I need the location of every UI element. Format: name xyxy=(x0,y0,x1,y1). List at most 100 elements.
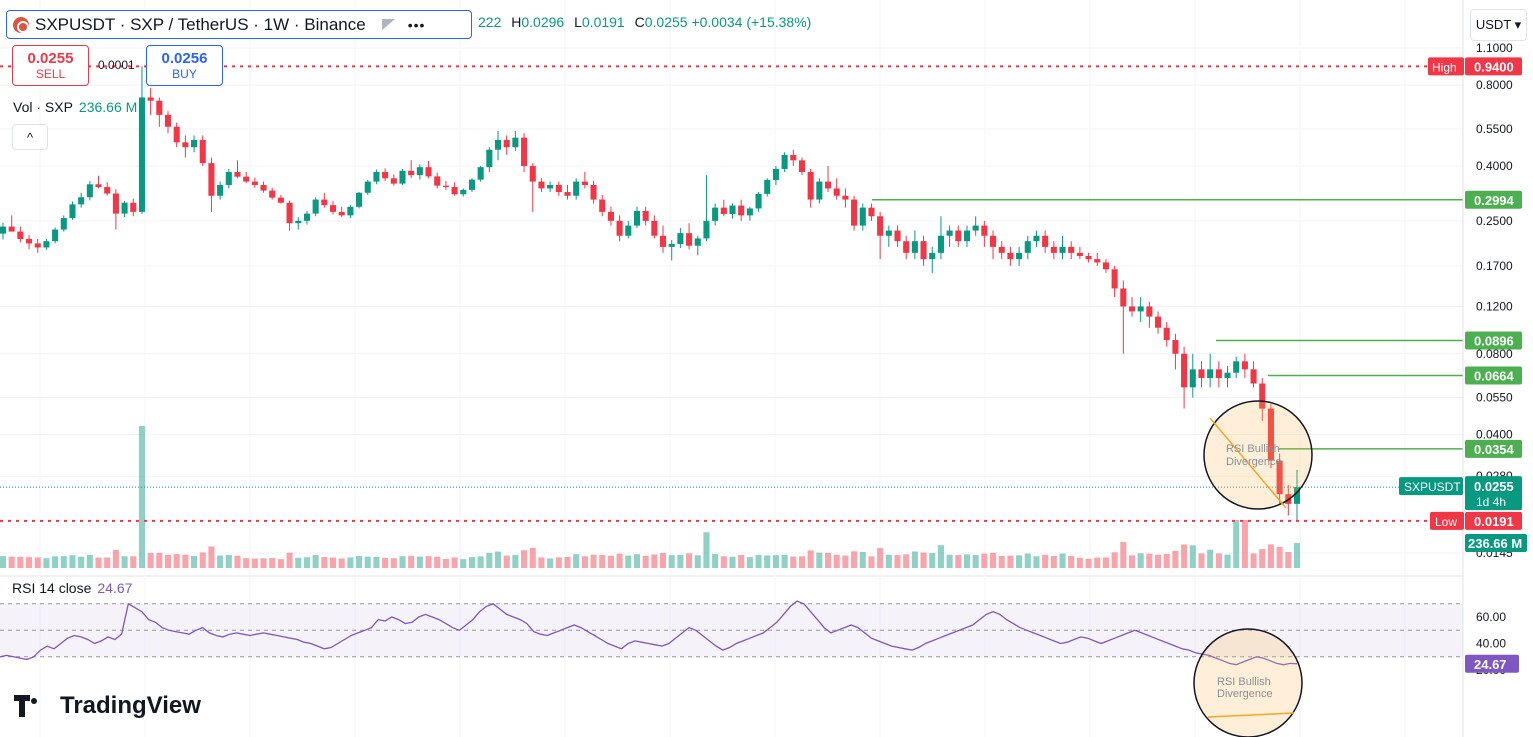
volume-bar xyxy=(1172,550,1179,568)
grid xyxy=(0,0,1463,737)
rsi-legend[interactable]: RSI 14 close 24.67 xyxy=(12,580,132,596)
candle xyxy=(972,216,979,236)
volume-bar xyxy=(894,555,901,568)
candle xyxy=(442,180,449,190)
volume-bar xyxy=(633,554,641,568)
candle-body xyxy=(199,139,206,164)
candle xyxy=(60,215,67,232)
candle-body xyxy=(538,181,545,189)
candle xyxy=(312,197,319,217)
candle-body xyxy=(555,184,562,193)
volume-bar xyxy=(824,552,832,568)
candle-body xyxy=(1155,316,1162,328)
candle xyxy=(86,180,93,201)
candle xyxy=(138,66,145,215)
low-value: 0.0191 xyxy=(1474,514,1514,529)
volume-bar xyxy=(877,548,884,568)
volume-bar xyxy=(555,557,562,568)
candle xyxy=(1155,311,1162,334)
flag-icon[interactable] xyxy=(381,18,396,31)
candle xyxy=(955,225,962,247)
candle xyxy=(408,160,415,179)
candle-body xyxy=(1102,262,1109,270)
divergence-label: RSI Bullish xyxy=(1217,676,1271,688)
volume-legend[interactable]: Vol · SXP 236.66 M xyxy=(13,99,137,115)
candle-body xyxy=(321,199,328,206)
candle-body xyxy=(990,235,997,247)
level-label-bg xyxy=(1465,190,1522,209)
volume-bar xyxy=(616,553,623,568)
candle xyxy=(738,199,745,221)
volume-bar xyxy=(382,557,389,568)
symbol-title[interactable]: SXPUSDT · SXP / TetherUS · 1W · Binance xyxy=(35,14,366,34)
buy-label: BUY xyxy=(172,67,197,81)
candle xyxy=(112,189,119,230)
candle xyxy=(1120,280,1127,354)
close-value: 0.0255 xyxy=(644,14,688,30)
volume-bar xyxy=(755,554,762,568)
candle-body xyxy=(191,139,198,148)
volume-bar xyxy=(1050,556,1057,568)
candle xyxy=(234,160,241,179)
candle xyxy=(17,226,24,243)
candle-body xyxy=(329,205,337,212)
candle-body xyxy=(1207,369,1214,378)
buy-button[interactable]: 0.0256 BUY xyxy=(146,45,223,86)
low-tag: Low xyxy=(1435,515,1457,529)
candle xyxy=(1102,259,1109,273)
volume-bar xyxy=(34,557,41,568)
candle xyxy=(1050,241,1057,260)
candle-body xyxy=(1215,369,1222,378)
candle xyxy=(104,182,111,196)
candle-body xyxy=(1259,383,1266,409)
candle xyxy=(798,157,806,176)
volume-bar xyxy=(1267,544,1274,568)
countdown: 1d 4h xyxy=(1476,495,1506,509)
candle xyxy=(842,188,849,208)
candle xyxy=(694,235,701,256)
spread-value: 0.0001 xyxy=(98,58,135,72)
collapse-legend-button[interactable]: ^ xyxy=(12,124,48,150)
candle-body xyxy=(738,205,745,216)
price-tick-label: 0.0400 xyxy=(1476,428,1513,442)
volume-bar xyxy=(477,556,484,568)
price-tick-label: 0.1200 xyxy=(1476,299,1513,313)
candle-body xyxy=(547,184,554,189)
candle xyxy=(903,235,910,260)
candle-body xyxy=(772,168,779,180)
symbol-header[interactable]: SXPUSDT · SXP / TetherUS · 1W · Binance … xyxy=(6,10,472,39)
candle xyxy=(503,135,510,155)
price-tick-label: 0.8000 xyxy=(1476,78,1513,92)
candle-body xyxy=(659,235,667,247)
candle-body xyxy=(1076,252,1083,256)
volume-bar xyxy=(173,554,180,568)
volume-bar xyxy=(963,554,971,568)
change-value: +0.0034 (+15.38%) xyxy=(691,14,812,30)
candle xyxy=(616,215,623,242)
volume-bar xyxy=(842,555,849,568)
volume-bar xyxy=(121,556,128,568)
volume-bar xyxy=(703,532,710,568)
candle-body xyxy=(833,188,840,196)
candle xyxy=(468,178,476,193)
candle xyxy=(1137,297,1144,323)
candle xyxy=(720,199,727,217)
candle-body xyxy=(842,195,849,200)
price-tick-label: 1.1000 xyxy=(1476,41,1513,55)
tradingview-logo[interactable]: TradingView xyxy=(14,692,201,720)
candle xyxy=(1094,252,1101,266)
volume-bar xyxy=(147,553,154,568)
candle xyxy=(243,171,250,184)
more-options-icon[interactable]: ••• xyxy=(407,16,426,33)
price-axis[interactable]: 1.1000 0.8000 0.5500 0.4000 0.2500 0.1700 0.12… xyxy=(1399,0,1533,737)
currency-selector[interactable]: USDT ▾ xyxy=(1470,9,1527,41)
candle-body xyxy=(1007,252,1014,260)
candle xyxy=(990,230,997,260)
volume-bar xyxy=(1111,552,1118,568)
level-label-bg xyxy=(1465,331,1522,350)
candle-body xyxy=(1146,306,1153,317)
sell-button[interactable]: 0.0255 SELL xyxy=(12,45,89,86)
volume-bar xyxy=(807,550,814,568)
